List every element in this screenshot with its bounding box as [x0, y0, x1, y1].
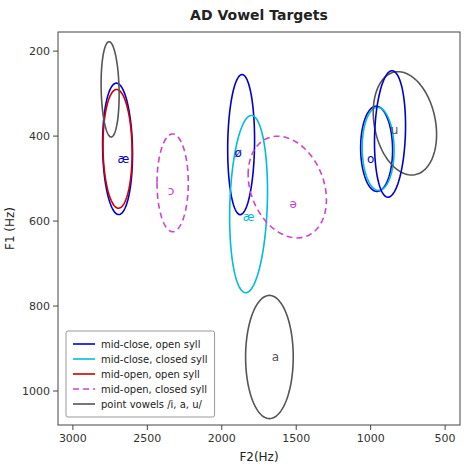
y-tick [53, 51, 58, 52]
y-tick [53, 136, 58, 137]
x-tick [72, 425, 73, 430]
legend-swatch [73, 373, 95, 375]
vowel-label: o [367, 152, 374, 166]
x-tick-label: 1000 [357, 432, 385, 445]
vowel-label: æ [118, 152, 130, 166]
y-axis-label: F1 (Hz) [3, 207, 17, 250]
legend-swatch [73, 358, 95, 360]
vowel-label: u [391, 123, 399, 137]
x-tick-label: 2000 [208, 432, 236, 445]
x-axis-label: F2(Hz) [239, 450, 278, 464]
x-tick [370, 425, 371, 430]
ellipse [103, 83, 133, 214]
legend-label: mid-close, closed syll [101, 354, 208, 365]
ellipses [101, 42, 436, 419]
ellipse [246, 295, 294, 418]
legend-label: mid-open, open syll [101, 369, 200, 380]
legend-swatch [73, 388, 95, 390]
y-tick-label: 200 [29, 45, 50, 58]
y-tick [53, 221, 58, 222]
x-tick [445, 425, 446, 430]
legend-box [66, 331, 215, 417]
x-tick-label: 3000 [59, 432, 87, 445]
chart: AD Vowel Targets 3000 2500 2000 1500 1000 500 2… [0, 0, 474, 471]
legend: mid-close, open syll mid-close, closed sy… [66, 331, 215, 417]
x-tick-label: 500 [435, 432, 456, 445]
x-tick-label: 1500 [282, 432, 310, 445]
y-tick [53, 391, 58, 392]
x-tick [147, 425, 148, 430]
y-tick-label: 1000 [22, 385, 50, 398]
ellipse [101, 42, 119, 137]
ellipse [361, 106, 393, 191]
vowel-label: a [272, 350, 279, 364]
ellipse [375, 71, 406, 197]
x-tick [221, 425, 222, 430]
vowel-label: ə [290, 197, 297, 211]
x-tick [296, 425, 297, 430]
legend-swatch [73, 343, 95, 345]
y-tick-label: 800 [29, 300, 50, 313]
ellipse [157, 134, 188, 232]
legend-label: mid-close, open syll [101, 339, 200, 350]
y-tick-label: 600 [29, 215, 50, 228]
y-tick [53, 306, 58, 307]
y-tick-label: 400 [29, 130, 50, 143]
legend-swatch [73, 403, 95, 405]
x-tick-label: 2500 [133, 432, 161, 445]
plot-frame [58, 32, 460, 425]
legend-label: point vowels /i, a, u/ [101, 399, 203, 410]
legend-label: mid-open, closed syll [101, 384, 207, 395]
vowel-label: ø [234, 146, 241, 160]
ellipse [248, 136, 326, 238]
ellipse [230, 115, 268, 292]
vowel-label: æ [243, 210, 255, 224]
vowel-label: ɔ [168, 184, 175, 198]
title: AD Vowel Targets [190, 7, 328, 23]
ellipse [103, 89, 132, 208]
